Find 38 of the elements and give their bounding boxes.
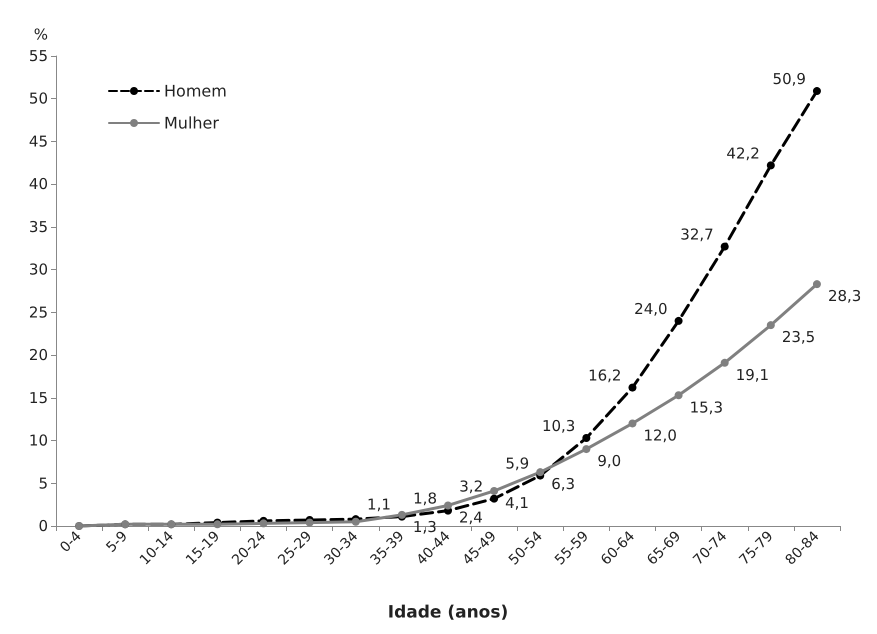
- data-label: 23,5: [782, 328, 816, 346]
- data-label: 1,3: [412, 518, 437, 536]
- y-tick-label: 40: [28, 175, 48, 194]
- data-label: 5,9: [505, 454, 530, 473]
- y-tick-label: 55: [28, 47, 48, 65]
- y-tick-label: 0: [38, 517, 48, 535]
- y-tick-label: 10: [28, 432, 48, 450]
- y-axis-title: %: [34, 26, 48, 44]
- data-label: 24,0: [634, 300, 668, 318]
- y-tick-label: 20: [28, 346, 48, 364]
- data-label: 19,1: [736, 366, 770, 384]
- x-tick-label: 5-9: [103, 528, 131, 556]
- data-label: 4,1: [505, 494, 529, 512]
- data-label: 9,0: [597, 452, 622, 470]
- data-label: 15,3: [690, 398, 723, 416]
- data-label: 6,3: [551, 475, 576, 494]
- y-tick-label: 30: [28, 260, 48, 279]
- data-label: 1,8: [413, 490, 437, 508]
- data-label: 42,2: [726, 144, 760, 162]
- y-tick-label: 5: [38, 474, 48, 492]
- data-label: 2,4: [459, 508, 483, 526]
- legend-label: Homem: [164, 82, 227, 100]
- data-label: 3,2: [459, 478, 484, 496]
- data-label: 28,3: [828, 287, 862, 306]
- y-tick-label: 45: [28, 132, 48, 150]
- data-label: 12,0: [643, 426, 677, 444]
- y-tick-label: 25: [28, 303, 48, 322]
- y-tick-label: 50: [28, 90, 48, 108]
- data-label: 16,2: [588, 366, 622, 385]
- data-label: 32,7: [680, 226, 714, 244]
- data-label: 50,9: [772, 70, 806, 88]
- x-tick-label: 0-4: [57, 528, 85, 556]
- data-label: 1,1: [367, 496, 391, 514]
- legend-label: Mulher: [164, 114, 220, 132]
- y-tick-label: 35: [28, 218, 48, 236]
- y-tick-label: 15: [28, 388, 48, 407]
- data-label: 10,3: [542, 416, 576, 435]
- x-axis-title: Idade (anos): [388, 602, 508, 622]
